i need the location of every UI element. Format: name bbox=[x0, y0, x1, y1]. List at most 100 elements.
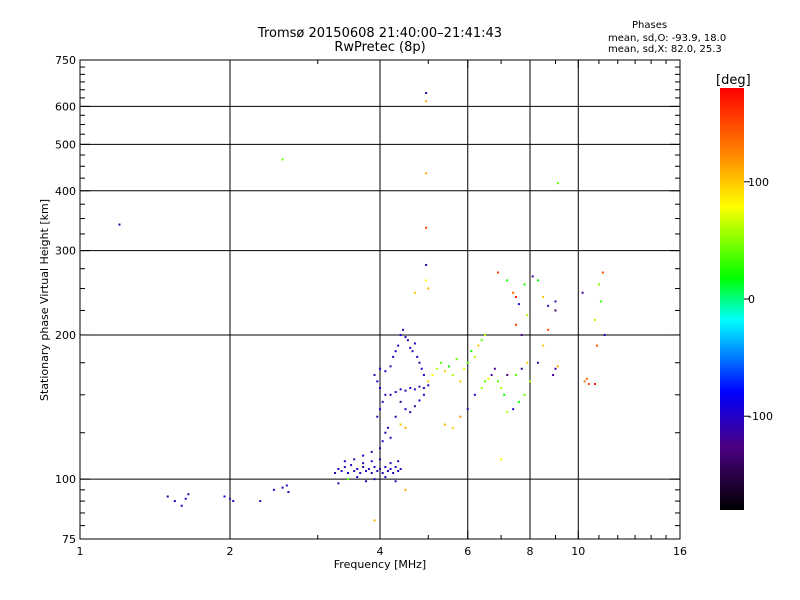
data-point bbox=[376, 415, 379, 418]
data-point bbox=[554, 309, 557, 312]
data-point bbox=[542, 344, 545, 347]
data-point bbox=[536, 361, 539, 364]
data-point bbox=[356, 468, 359, 471]
data-point bbox=[399, 388, 402, 391]
data-point bbox=[411, 350, 414, 353]
data-point bbox=[365, 480, 368, 483]
data-point bbox=[542, 296, 545, 299]
data-point bbox=[223, 495, 226, 498]
data-point bbox=[425, 172, 428, 175]
data-point bbox=[373, 466, 376, 469]
data-point bbox=[384, 466, 387, 469]
data-point bbox=[459, 380, 462, 383]
data-point bbox=[373, 519, 376, 522]
data-point bbox=[399, 333, 402, 336]
data-point bbox=[381, 472, 384, 475]
data-point bbox=[404, 408, 407, 411]
y-tick-label: 750 bbox=[55, 54, 76, 67]
chart-subtitle: RwPretec (8p) bbox=[334, 40, 426, 55]
data-point bbox=[431, 373, 434, 376]
data-point bbox=[583, 380, 586, 383]
data-point bbox=[397, 460, 400, 463]
data-point bbox=[599, 300, 602, 303]
data-point bbox=[422, 386, 425, 389]
data-point bbox=[287, 491, 290, 494]
chart-title: Tromsø 20150608 21:40:00–21:41:43 bbox=[257, 26, 503, 41]
data-points bbox=[118, 91, 606, 522]
data-point bbox=[515, 373, 518, 376]
data-point bbox=[399, 400, 402, 403]
data-point bbox=[346, 472, 349, 475]
data-point bbox=[404, 426, 407, 429]
data-point bbox=[413, 291, 416, 294]
x-tick-label: 8 bbox=[527, 545, 534, 558]
data-point bbox=[376, 380, 379, 383]
data-point bbox=[362, 454, 365, 457]
data-point bbox=[389, 393, 392, 396]
data-point bbox=[597, 283, 600, 286]
data-point bbox=[463, 367, 466, 370]
x-axis-label: Frequency [MHz] bbox=[334, 558, 426, 571]
data-point bbox=[427, 380, 430, 383]
y-tick-label: 75 bbox=[62, 533, 76, 546]
data-point bbox=[515, 323, 518, 326]
data-point bbox=[394, 415, 397, 418]
data-point bbox=[394, 391, 397, 394]
data-point bbox=[373, 478, 376, 481]
data-point bbox=[416, 355, 419, 358]
data-point bbox=[379, 386, 381, 389]
data-point bbox=[496, 380, 499, 383]
data-point bbox=[365, 469, 368, 472]
data-point bbox=[367, 468, 370, 471]
data-point bbox=[343, 460, 346, 463]
data-point bbox=[184, 497, 187, 500]
data-point bbox=[487, 377, 490, 380]
axis-ticks: 1 2 4 6 8 10 16 75 100 200 300 400 500 600 750 bbox=[55, 54, 687, 558]
data-point bbox=[362, 466, 365, 469]
x-tick-label: 16 bbox=[673, 545, 687, 558]
data-point bbox=[337, 468, 340, 471]
colorbar-tick-label: 0 bbox=[748, 293, 755, 306]
data-point bbox=[370, 460, 373, 463]
data-point bbox=[506, 279, 509, 282]
data-point bbox=[272, 488, 275, 491]
colorbar-tick-label: -100 bbox=[748, 410, 773, 423]
data-point bbox=[379, 447, 381, 450]
data-point bbox=[343, 466, 346, 469]
data-point bbox=[187, 493, 190, 496]
data-point bbox=[281, 486, 284, 489]
data-point bbox=[512, 408, 515, 411]
data-point bbox=[552, 373, 555, 376]
data-point bbox=[379, 367, 381, 370]
data-point bbox=[425, 100, 428, 103]
data-point bbox=[515, 296, 518, 299]
data-point bbox=[392, 472, 395, 475]
data-point bbox=[496, 271, 499, 274]
data-point bbox=[173, 500, 176, 503]
colorbar-tick-label: 100 bbox=[748, 176, 769, 189]
data-point bbox=[389, 468, 392, 471]
data-point bbox=[520, 333, 523, 336]
data-point bbox=[259, 500, 262, 503]
data-point bbox=[422, 373, 425, 376]
data-point bbox=[362, 462, 365, 465]
data-point bbox=[512, 291, 515, 294]
data-point bbox=[554, 300, 557, 303]
data-point bbox=[425, 279, 428, 282]
x-tick-label: 4 bbox=[377, 545, 384, 558]
data-point bbox=[229, 497, 231, 500]
colorbar bbox=[720, 88, 744, 510]
data-point bbox=[473, 355, 476, 358]
data-point bbox=[359, 472, 362, 475]
data-point bbox=[166, 495, 169, 498]
data-point bbox=[384, 476, 387, 479]
data-point bbox=[466, 361, 469, 364]
data-point bbox=[409, 346, 412, 349]
data-point bbox=[443, 423, 446, 426]
data-point bbox=[346, 478, 349, 481]
data-point bbox=[547, 304, 550, 307]
data-point bbox=[404, 389, 407, 392]
data-point bbox=[386, 426, 389, 429]
data-point bbox=[517, 400, 520, 403]
data-point bbox=[506, 373, 509, 376]
